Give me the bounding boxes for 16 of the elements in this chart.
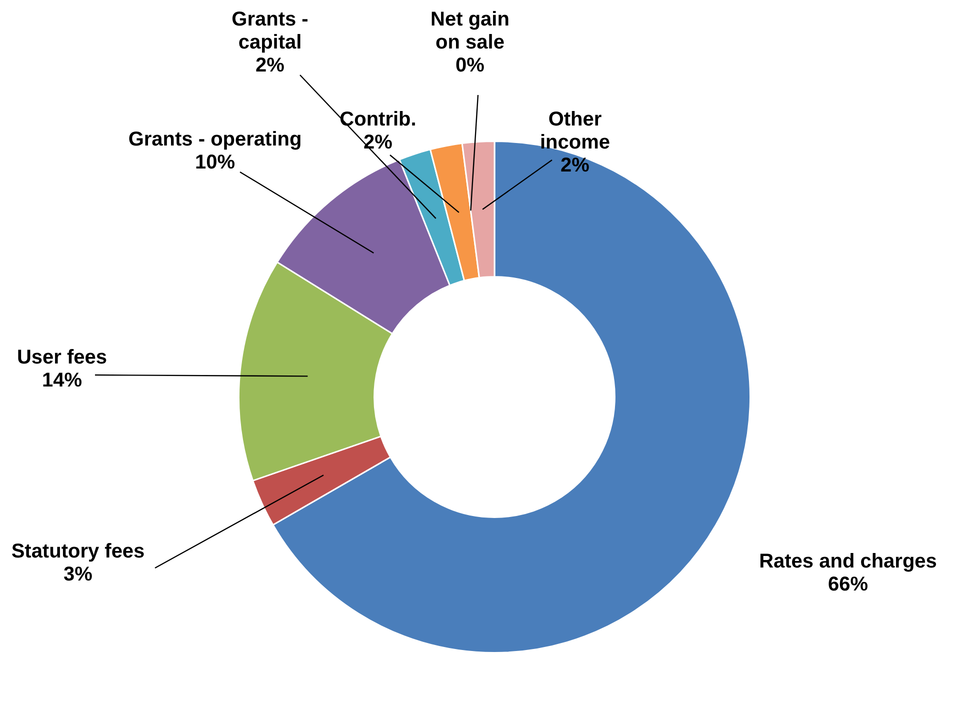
slice-label: User fees: [16, 346, 108, 369]
data-label: 66%: [828, 574, 868, 596]
slice-label: Rates and charges: [759, 550, 937, 573]
data-label: 14%: [42, 370, 82, 392]
data-label: 2%: [364, 132, 393, 154]
slice-label: Other income: [540, 108, 610, 154]
slice-label: Statutory fees: [11, 540, 145, 563]
slice-label: Contrib.: [340, 108, 416, 131]
category-label: Net gain on sale: [430, 8, 510, 54]
slice-label: Grants - operating: [128, 128, 302, 151]
data-label: 10%: [194, 152, 236, 174]
data-label: 2%: [560, 154, 590, 177]
data-label: 2%: [256, 54, 285, 77]
data-label: 3%: [64, 564, 93, 586]
slice-label: Grants - capital: [232, 8, 308, 54]
text: 0%: [456, 54, 484, 77]
